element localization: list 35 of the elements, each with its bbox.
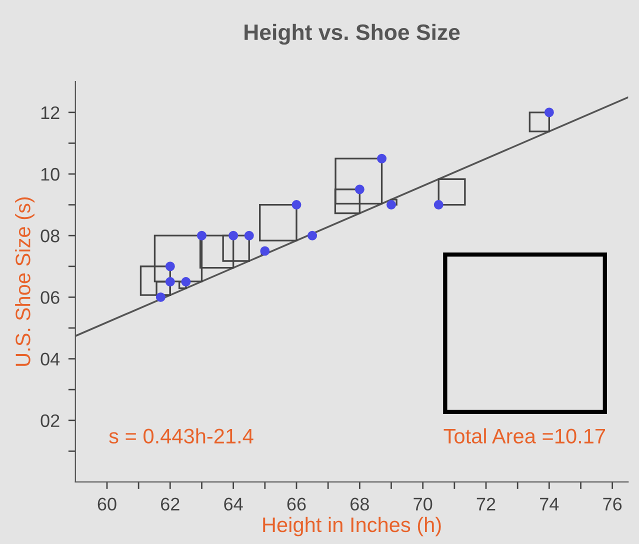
point [308, 230, 318, 240]
x-axis-title: Height in Inches (h) [263, 516, 441, 536]
y-tick-label: 04 [40, 352, 60, 366]
x-tick-label: 66 [287, 498, 306, 511]
point [292, 200, 302, 210]
point [244, 230, 254, 240]
point [156, 292, 166, 302]
x-tick-label: 70 [414, 498, 432, 511]
point [228, 230, 238, 240]
x-tick-label: 76 [603, 498, 622, 511]
point [386, 200, 396, 210]
x-tick-label: 68 [350, 498, 369, 511]
x-tick-label: 62 [161, 498, 180, 511]
y-tick-label: 12 [41, 106, 60, 119]
x-tick-label: 60 [98, 498, 116, 511]
x-tick-label: 74 [540, 498, 559, 510]
annotation: Total Area =10.17 [444, 428, 605, 444]
point [165, 262, 175, 272]
point [377, 154, 387, 164]
y-tick-label: 08 [40, 230, 60, 242]
point [181, 277, 191, 287]
y-axis-title: U.S. Shoe Size (s) [15, 197, 34, 366]
y-tick-label: 06 [40, 291, 60, 304]
point [354, 184, 364, 194]
y-tick-label: 10 [41, 168, 60, 181]
point [544, 108, 554, 118]
y-tick-label: 02 [40, 414, 60, 428]
point [260, 246, 270, 256]
point [434, 200, 444, 210]
x-tick-label: 64 [224, 498, 243, 511]
annotation: s = 0.443h-21.4 [109, 428, 254, 444]
x-tick-label: 72 [476, 498, 496, 510]
chart-title: Height vs. Shoe Size [244, 24, 460, 45]
point [196, 230, 206, 240]
point [165, 277, 175, 287]
